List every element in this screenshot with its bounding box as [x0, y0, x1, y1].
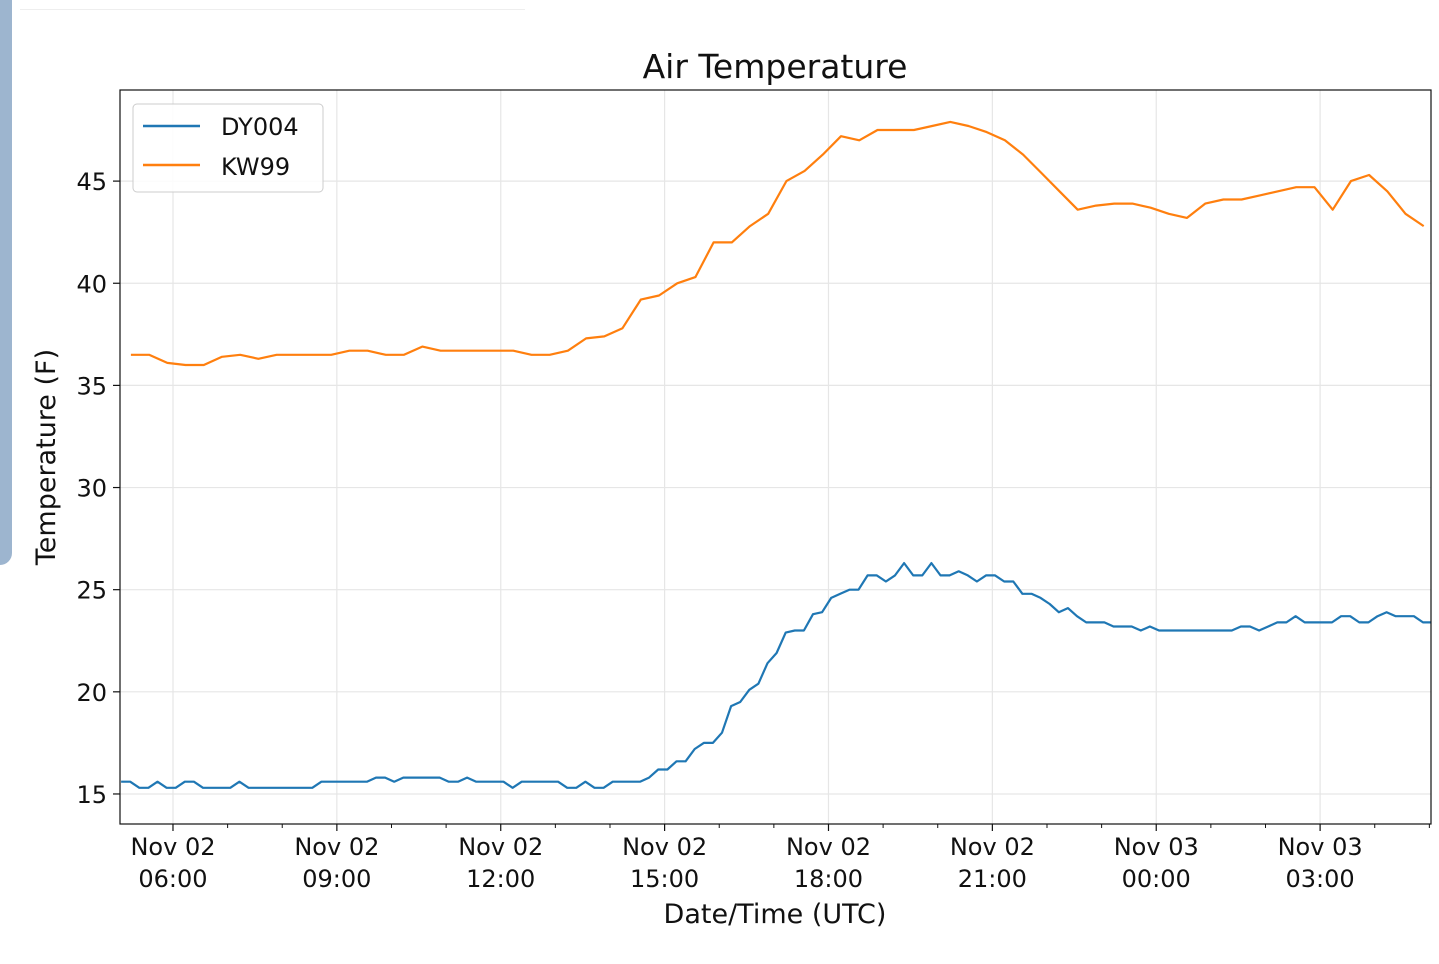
- y-tick-label: 25: [76, 577, 107, 605]
- x-tick-label-date: Nov 02: [950, 833, 1035, 861]
- x-tick-label-time: 21:00: [958, 865, 1027, 893]
- series-line-dy004: [121, 561, 1431, 789]
- x-tick-label-date: Nov 03: [1278, 833, 1363, 861]
- x-tick-label-time: 12:00: [466, 865, 535, 893]
- x-axis-label: Date/Time (UTC): [664, 899, 887, 930]
- plot-frame: [119, 89, 1432, 825]
- x-tick-label-time: 18:00: [794, 865, 863, 893]
- x-tick-label-date: Nov 02: [458, 833, 543, 861]
- grid: [120, 90, 1431, 824]
- x-tick-label-date: Nov 03: [1114, 833, 1199, 861]
- axis-ticks: 15 20 25 30 35 40 45 Nov 02 06:00 Nov 02 09:00 Nov …: [76, 168, 1430, 893]
- y-tick-label: 40: [76, 270, 107, 298]
- legend-label-kw99: KW99: [221, 153, 290, 181]
- x-tick-label-date: Nov 02: [294, 833, 379, 861]
- x-tick-label-time: 15:00: [630, 865, 699, 893]
- y-tick-label: 45: [76, 168, 107, 196]
- divider: [20, 9, 525, 10]
- x-tick-label-date: Nov 02: [786, 833, 871, 861]
- y-tick-label: 30: [76, 475, 107, 503]
- series-line-kw99: [130, 120, 1425, 367]
- y-tick-label: 20: [76, 679, 107, 707]
- x-tick-label-time: 09:00: [302, 865, 371, 893]
- x-tick-label-time: 03:00: [1286, 865, 1355, 893]
- y-tick-label: 35: [76, 372, 107, 400]
- legend: DY004 KW99: [132, 103, 324, 193]
- chart-title: Air Temperature: [643, 47, 908, 86]
- x-tick-label-date: Nov 02: [622, 833, 707, 861]
- x-tick-label-time: 00:00: [1122, 865, 1191, 893]
- y-tick-label: 15: [76, 781, 107, 809]
- legend-label-dy004: DY004: [221, 113, 299, 141]
- window-edge-panel: [0, 0, 12, 565]
- y-axis-label: Temperature (F): [31, 349, 62, 566]
- x-tick-label-date: Nov 02: [130, 833, 215, 861]
- series-lines: [121, 120, 1431, 789]
- x-tick-label-time: 06:00: [138, 865, 207, 893]
